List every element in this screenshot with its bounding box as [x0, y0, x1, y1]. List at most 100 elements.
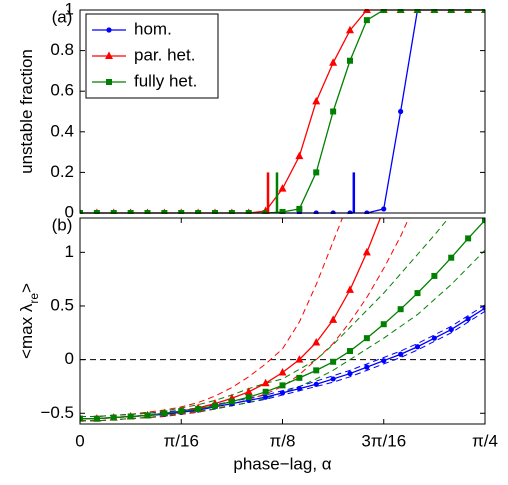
- marker: [212, 210, 218, 214]
- y-tick-label: 1: [65, 0, 74, 18]
- marker: [296, 385, 302, 392]
- marker: [195, 405, 202, 412]
- marker: [278, 184, 287, 192]
- marker: [465, 235, 472, 242]
- series-line: [80, 218, 382, 420]
- marker: [161, 210, 168, 214]
- marker: [312, 96, 321, 105]
- marker: [228, 398, 235, 405]
- marker: [178, 408, 185, 415]
- marker: [295, 151, 304, 160]
- marker: [397, 306, 404, 313]
- x-tick-label: 0: [75, 431, 84, 450]
- y-tick-label: 0.8: [50, 40, 74, 59]
- marker: [106, 79, 112, 85]
- marker: [110, 414, 117, 421]
- x-tick-label: π/8: [270, 431, 296, 450]
- band-line: [80, 218, 450, 417]
- marker: [329, 315, 338, 323]
- x-tick-label: π/16: [164, 431, 199, 450]
- marker: [381, 206, 387, 212]
- legend-label: par. het.: [134, 45, 195, 64]
- marker: [245, 210, 252, 214]
- marker: [312, 337, 321, 346]
- x-axis-label: phase−lag, α: [233, 454, 331, 473]
- marker: [261, 378, 270, 387]
- y-tick-label: 0.5: [50, 295, 74, 314]
- y-axis-label: <max λre>: [17, 283, 41, 359]
- marker: [448, 326, 454, 333]
- band-line: [80, 218, 343, 417]
- marker: [106, 27, 112, 33]
- band-line: [80, 304, 485, 417]
- y-tick-label: 0: [65, 349, 74, 368]
- marker: [347, 57, 353, 64]
- y-tick-label: 0.6: [50, 81, 74, 100]
- marker: [127, 210, 134, 214]
- marker: [296, 205, 303, 212]
- marker: [431, 9, 438, 13]
- series-line: [80, 307, 485, 420]
- axes-box: [79, 217, 486, 425]
- marker: [228, 210, 235, 214]
- marker: [465, 316, 471, 322]
- marker: [195, 210, 202, 214]
- marker: [330, 376, 336, 382]
- marker: [279, 390, 286, 396]
- marker: [144, 412, 151, 419]
- legend-label: hom.: [134, 19, 172, 38]
- marker: [362, 247, 371, 256]
- y-axis-label-part: <max λ: [17, 303, 36, 359]
- marker: [212, 402, 218, 409]
- y-axis-label-part: >: [17, 283, 36, 293]
- marker: [363, 17, 370, 24]
- marker: [105, 51, 113, 59]
- y-tick-label: 0.4: [50, 121, 74, 140]
- marker: [245, 394, 252, 401]
- marker: [330, 358, 337, 365]
- series-line: [80, 219, 485, 420]
- marker: [93, 210, 100, 214]
- marker: [380, 9, 387, 13]
- marker: [178, 210, 185, 214]
- marker: [80, 210, 83, 214]
- marker: [482, 218, 485, 224]
- y-axis-label: unstable fraction: [17, 49, 36, 174]
- marker: [448, 9, 455, 13]
- marker: [313, 169, 320, 176]
- y-axis-label-part: re: [27, 293, 41, 304]
- marker: [110, 210, 117, 214]
- y-tick-label: 1: [65, 242, 74, 261]
- marker: [279, 382, 286, 389]
- panel-label: (a): [52, 7, 73, 26]
- band-line: [80, 310, 485, 422]
- marker: [414, 9, 421, 13]
- marker: [161, 410, 168, 417]
- marker: [431, 335, 437, 341]
- plot-area: [80, 218, 485, 422]
- marker: [362, 9, 371, 13]
- marker: [296, 374, 303, 381]
- x-tick-label: 3π/16: [361, 431, 406, 450]
- marker: [380, 321, 387, 328]
- marker: [397, 9, 404, 13]
- y-tick-label: −0.5: [40, 403, 74, 422]
- x-tick-label: π/4: [472, 431, 498, 450]
- marker: [465, 9, 472, 13]
- marker: [482, 9, 485, 13]
- marker: [313, 381, 319, 387]
- marker: [279, 208, 286, 214]
- marker: [381, 358, 387, 364]
- marker: [448, 254, 455, 261]
- marker: [263, 394, 269, 400]
- marker: [346, 285, 354, 293]
- y-tick-label: 0: [65, 202, 74, 221]
- y-axis-label-part: unstable fraction: [17, 49, 36, 174]
- axes-box: [79, 9, 486, 214]
- marker: [244, 387, 253, 395]
- panel-label: (b): [52, 215, 73, 234]
- marker: [414, 290, 421, 297]
- marker: [262, 388, 269, 395]
- marker: [295, 355, 304, 363]
